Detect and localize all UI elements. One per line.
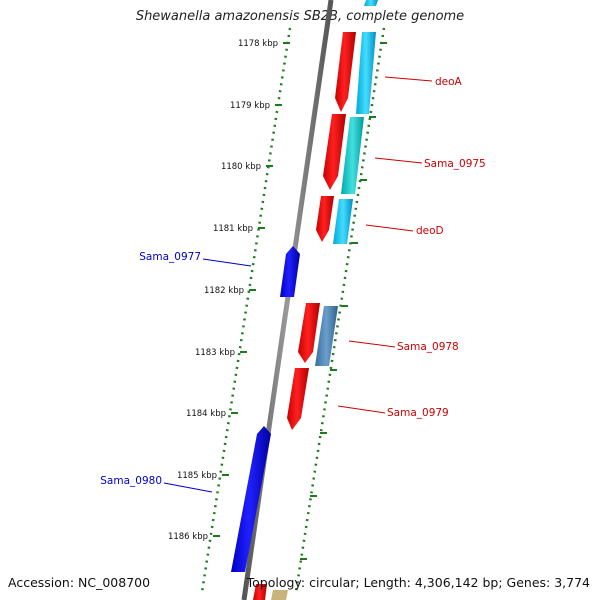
gene-label-sama-0979[interactable]: Sama_0979 [387, 407, 449, 419]
gene-arrow-sama-0978[interactable] [298, 303, 320, 363]
ruler-tick-label: 1179 kbp [230, 101, 270, 111]
gene-arrow-deoA[interactable] [335, 32, 356, 112]
gene-arrow-sama-0977[interactable] [280, 246, 300, 297]
gene-label-sama-0978[interactable]: Sama_0978 [397, 341, 459, 353]
partner-gene-cyan-mid[interactable] [333, 199, 353, 244]
partner-gene-tan-bottom[interactable] [271, 590, 288, 600]
gene-label-sama-0980[interactable]: Sama_0980 [100, 475, 162, 487]
gene-arrow-sama-0975[interactable] [323, 114, 346, 190]
ruler-tick-label: 1180 kbp [221, 162, 261, 172]
partner-gene-cyan-top-stub[interactable] [364, 0, 378, 6]
callout-line-sama-0979 [337, 405, 386, 414]
genome-backbone [241, 0, 334, 600]
gene-label-deoa[interactable]: deoA [435, 76, 463, 88]
callout-line-deoa [384, 76, 433, 82]
topology-label: Topology: circular; Length: 4,306,142 bp… [246, 575, 590, 590]
ruler-tick-label: 1185 kbp [177, 471, 217, 481]
accession-label: Accession: NC_008700 [8, 575, 151, 590]
callout-line-sama-0975 [374, 157, 423, 164]
partner-gene-cyan-top[interactable] [356, 32, 376, 114]
ruler-tick-label: 1181 kbp [213, 224, 253, 234]
ruler-tick-label: 1182 kbp [204, 286, 244, 296]
partner-gene-steel[interactable] [315, 306, 338, 366]
gene-label-deod[interactable]: deoD [416, 225, 444, 237]
partner-gene-teal[interactable] [341, 117, 364, 194]
callout-line-sama-0978 [348, 340, 396, 348]
callout-line-sama-0980 [163, 482, 213, 493]
callout-line-deod [365, 224, 414, 232]
gene-arrow-deod[interactable] [316, 196, 334, 242]
gene-label-sama-0975[interactable]: Sama_0975 [424, 158, 486, 170]
gene-arrow-sama-0979[interactable] [287, 368, 309, 430]
callout-line-sama-0977 [202, 258, 252, 267]
gene-arrow-sama-0980[interactable] [231, 426, 271, 572]
ruler-tick-label: 1178 kbp [238, 39, 278, 49]
gene-arrow-small-bottom[interactable] [253, 584, 267, 600]
ruler-tick-label: 1183 kbp [195, 348, 235, 358]
ruler-tick-label: 1186 kbp [168, 532, 208, 542]
gene-label-sama-0977[interactable]: Sama_0977 [139, 251, 201, 263]
map-title: Shewanella amazonensis SB2B, complete ge… [135, 9, 465, 24]
ruler-tick-label: 1184 kbp [186, 409, 226, 419]
